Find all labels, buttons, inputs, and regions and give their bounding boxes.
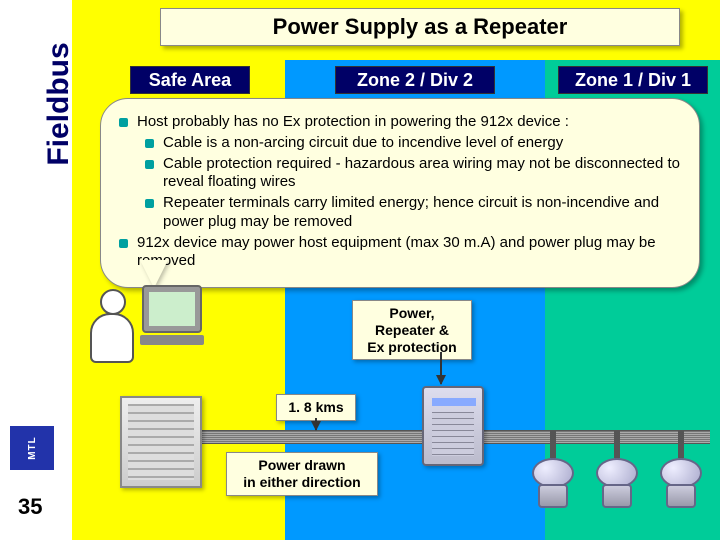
- arrow-repeater: [440, 352, 442, 384]
- mtl-logo: MTL: [10, 426, 54, 470]
- speech-tail: [140, 260, 168, 288]
- bullet-1: Host probably has no Ex protection in po…: [119, 113, 681, 132]
- person-icon: [82, 285, 142, 375]
- transmitter-2: [592, 458, 642, 518]
- callout-power-drawn: Power drawn in either direction: [226, 452, 378, 496]
- sidebar: Fieldbus MTL 35: [0, 0, 72, 540]
- label-safe-area: Safe Area: [130, 66, 250, 94]
- bullet-1b: Cable protection required - hazardous ar…: [145, 155, 681, 193]
- transmitter-1: [528, 458, 578, 518]
- page-number: 35: [18, 494, 42, 520]
- transmitter-3: [656, 458, 706, 518]
- bullet-1a: Cable is a non-arcing circuit due to inc…: [145, 134, 681, 153]
- arrow-distance: [315, 418, 317, 430]
- speech-bubble: Host probably has no Ex protection in po…: [100, 98, 700, 288]
- callout-distance: 1. 8 kms: [276, 394, 356, 421]
- fieldbus-cable: [120, 430, 710, 444]
- label-zone1: Zone 1 / Div 1: [558, 66, 708, 94]
- operator-illustration: [82, 285, 212, 395]
- bullet-1c: Repeater terminals carry limited energy;…: [145, 194, 681, 232]
- keyboard-icon: [140, 335, 204, 345]
- host-rack: [120, 396, 202, 488]
- repeater-912x: [422, 386, 484, 466]
- callout-power-repeater: Power, Repeater & Ex protection: [352, 300, 472, 360]
- label-zone2: Zone 2 / Div 2: [335, 66, 495, 94]
- slide-title: Power Supply as a Repeater: [160, 8, 680, 46]
- bullet-2: 912x device may power host equipment (ma…: [119, 234, 681, 272]
- monitor-icon: [142, 285, 202, 333]
- sidebar-title: Fieldbus: [42, 4, 76, 204]
